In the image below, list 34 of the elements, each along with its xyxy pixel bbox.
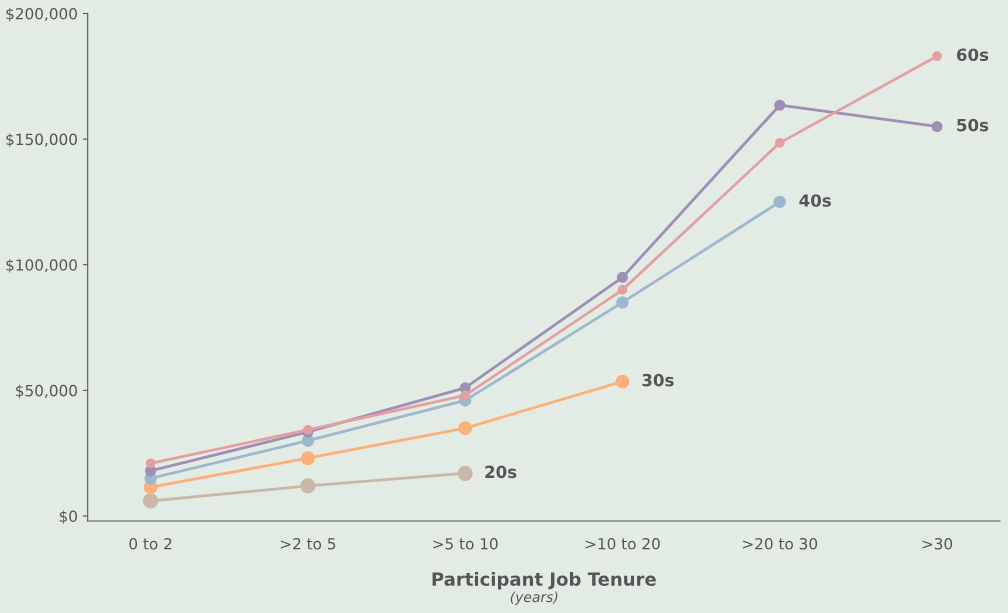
- series-label: 20s: [485, 465, 517, 479]
- point: [145, 458, 156, 469]
- text: (years): [510, 591, 558, 605]
- x-tick-label: 0 to 2: [129, 537, 172, 550]
- point: [616, 271, 629, 283]
- x-tick-label: >20 to 30: [742, 537, 818, 550]
- point: [774, 138, 785, 148]
- y-tick-label: $100,000: [6, 258, 77, 273]
- point: [773, 195, 786, 209]
- x-axis-title: Participant Job Tenure: [432, 571, 656, 590]
- point: [457, 465, 473, 481]
- point: [932, 51, 942, 62]
- x-tick-label: >5 to 10: [433, 537, 498, 550]
- x-tick-label: >10 to 20: [585, 537, 660, 550]
- series-label: 50s: [957, 118, 989, 132]
- y-tick-label: $0: [59, 510, 77, 525]
- series-label: 40s: [799, 194, 831, 207]
- point: [460, 390, 471, 401]
- point: [300, 451, 315, 466]
- x-tick-label: >2 to 5: [280, 537, 336, 550]
- point: [615, 374, 630, 389]
- y-tick-label: $150,000: [6, 133, 77, 148]
- x-tick-label: >30: [922, 537, 953, 550]
- point: [931, 121, 943, 133]
- y-tick-label: $50,000: [16, 384, 77, 399]
- point: [458, 421, 473, 436]
- point: [142, 493, 159, 509]
- point: [616, 296, 629, 309]
- point: [300, 478, 316, 494]
- point: [617, 285, 628, 295]
- series-label: 30s: [642, 373, 674, 387]
- series-label: 60s: [956, 48, 989, 62]
- y-tick-label: $200,000: [6, 7, 77, 22]
- point: [774, 99, 786, 111]
